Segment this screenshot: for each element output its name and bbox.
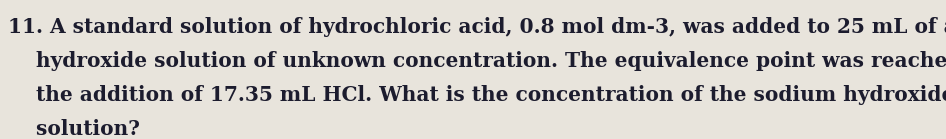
Text: hydroxide solution of unknown concentration. The equivalence point was reached a: hydroxide solution of unknown concentrat… — [8, 51, 946, 71]
Text: solution?: solution? — [8, 119, 139, 139]
Text: the addition of 17.35 mL HCl. What is the concentration of the sodium hydroxide: the addition of 17.35 mL HCl. What is th… — [8, 85, 946, 105]
Text: 11. A standard solution of hydrochloric acid, 0.8 mol dm-3, was added to 25 mL o: 11. A standard solution of hydrochloric … — [8, 17, 946, 37]
